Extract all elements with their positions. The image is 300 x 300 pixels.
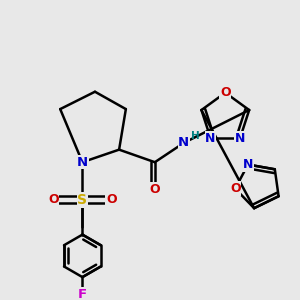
Text: N: N xyxy=(206,132,216,145)
Text: O: O xyxy=(220,86,231,99)
Text: S: S xyxy=(77,193,87,207)
Text: O: O xyxy=(230,182,241,195)
Text: F: F xyxy=(78,288,87,300)
Text: N: N xyxy=(235,132,245,145)
Text: N: N xyxy=(77,156,88,169)
Text: O: O xyxy=(106,194,117,206)
Text: O: O xyxy=(48,194,59,206)
Text: N: N xyxy=(178,136,189,149)
Text: O: O xyxy=(149,183,160,196)
Text: N: N xyxy=(243,158,253,171)
Text: H: H xyxy=(190,131,199,141)
